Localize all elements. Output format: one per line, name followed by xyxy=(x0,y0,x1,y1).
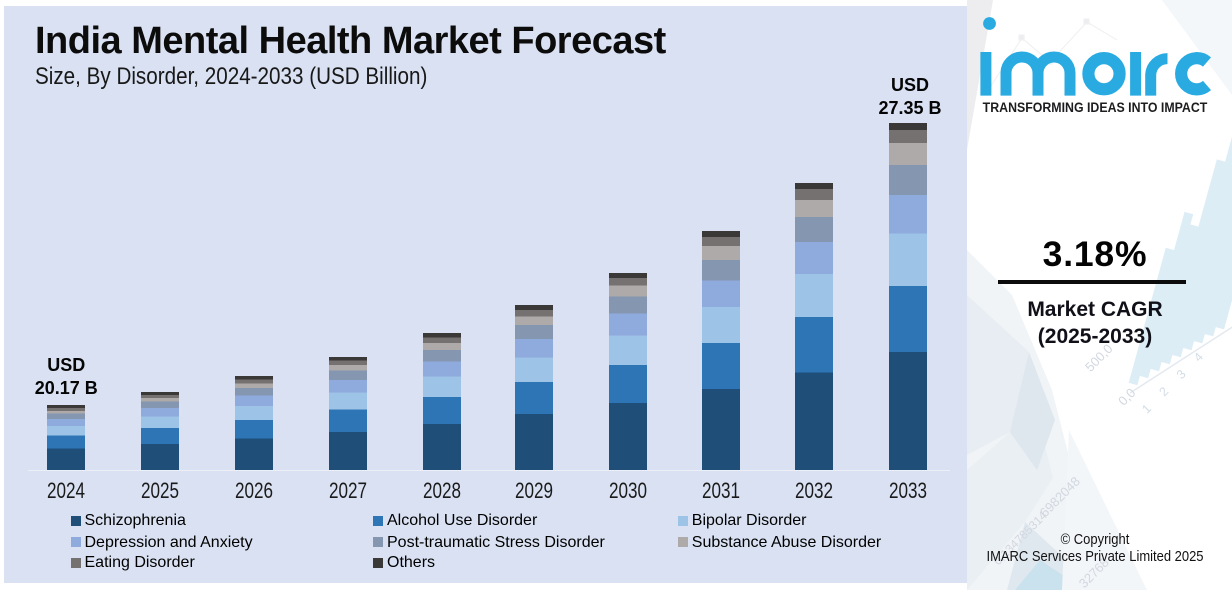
svg-text:0,0: 0,0 xyxy=(1115,385,1138,408)
